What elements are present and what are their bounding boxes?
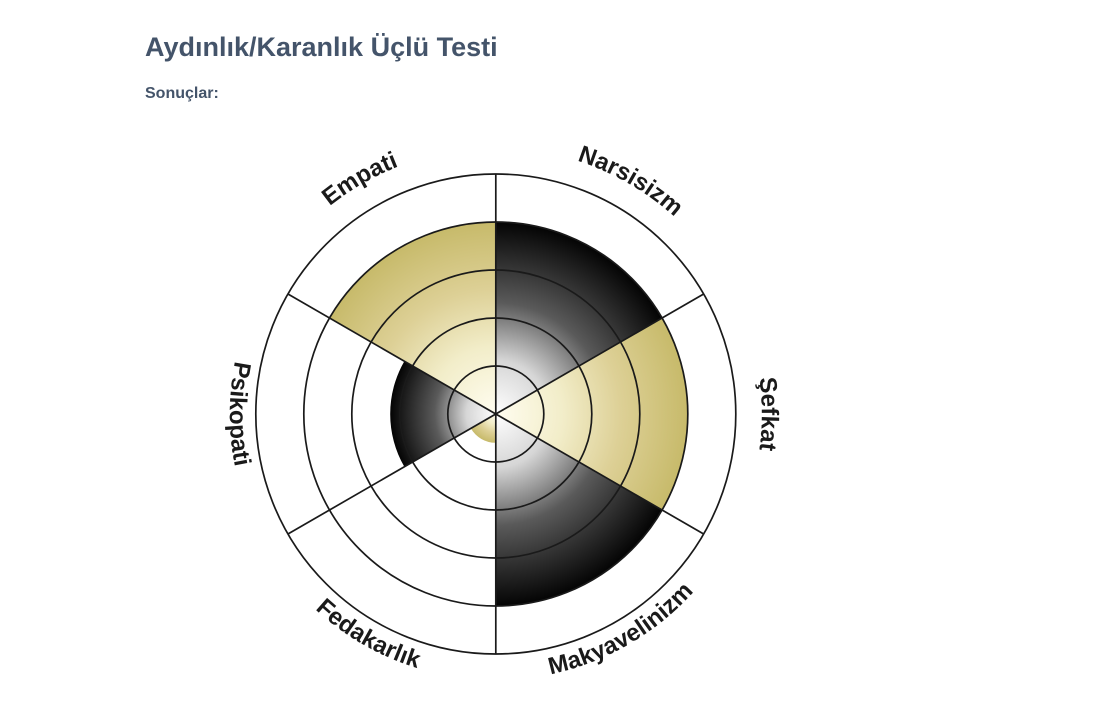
svg-text:Empati: Empati — [317, 147, 401, 211]
svg-text:Fedakarlık: Fedakarlık — [311, 593, 424, 674]
svg-text:Psikopati: Psikopati — [224, 360, 256, 468]
svg-text:Şefkat: Şefkat — [753, 376, 782, 453]
svg-text:Narsisizm: Narsisizm — [575, 141, 688, 222]
